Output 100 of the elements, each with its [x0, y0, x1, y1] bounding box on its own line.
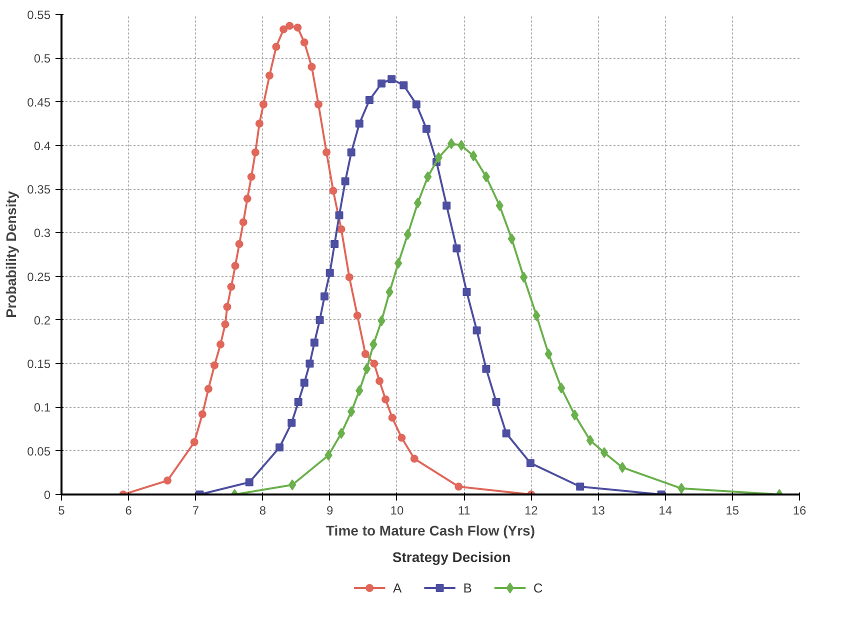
legend-label: C [533, 580, 543, 596]
point [255, 120, 264, 128]
point [306, 360, 314, 368]
point [557, 382, 566, 394]
y-tick-label: 0.5 [34, 52, 51, 66]
point [404, 228, 412, 240]
point [520, 272, 528, 283]
y-tick-label: 0.25 [27, 270, 51, 284]
point [288, 418, 296, 427]
point [288, 479, 296, 490]
point [414, 198, 422, 209]
point [314, 100, 322, 108]
point [398, 434, 406, 442]
y-tick-label: 0.3 [34, 226, 51, 240]
x-tick-label: 9 [326, 504, 334, 518]
point [265, 72, 274, 80]
point [164, 476, 172, 485]
point [235, 240, 244, 248]
point [245, 478, 254, 486]
point [454, 482, 463, 491]
point [570, 410, 579, 421]
point [300, 378, 308, 387]
point [300, 38, 308, 46]
point [329, 186, 338, 195]
point [337, 428, 346, 439]
y-tick-label: 0.45 [27, 95, 51, 110]
point [365, 96, 374, 104]
point [326, 268, 334, 277]
x-tick-label: 11 [458, 504, 471, 518]
point [294, 24, 302, 32]
legend-label: B [463, 580, 472, 596]
point [204, 384, 212, 393]
point [526, 459, 534, 468]
point [353, 312, 362, 320]
point [355, 120, 364, 128]
y-tick-label: 0.15 [27, 357, 51, 372]
x-tick-label: 12 [524, 504, 538, 518]
x-tick-label: 15 [726, 504, 740, 518]
y-tick-label: 0.35 [27, 182, 51, 197]
y-tick-label: 0.55 [27, 8, 51, 22]
point [394, 258, 402, 269]
point [412, 100, 420, 108]
point [223, 302, 232, 311]
point [335, 211, 344, 220]
x-tick-label: 5 [58, 504, 66, 518]
x-axis-title: Time to Mature Cash Flow (Yrs) [326, 522, 535, 538]
y-axis-title: Probability Density [3, 190, 20, 318]
point [221, 320, 230, 328]
point [382, 395, 390, 404]
point [492, 398, 500, 406]
x-tick-label: 16 [792, 504, 806, 518]
point [310, 338, 318, 347]
point [227, 282, 236, 291]
x-tick-label: 6 [125, 504, 132, 518]
point [330, 240, 339, 248]
point [276, 443, 284, 452]
point [502, 429, 510, 438]
point [400, 81, 408, 90]
point [378, 79, 386, 88]
point [337, 225, 346, 234]
y-tick-label: 0.2 [34, 313, 51, 328]
point [286, 22, 294, 30]
x-tick-label: 8 [259, 504, 266, 518]
point [452, 244, 461, 252]
point [482, 364, 490, 373]
legend-title: Strategy Decision [392, 549, 511, 565]
x-tick-label: 10 [390, 504, 404, 518]
y-tick-label: 0 [44, 488, 51, 502]
point [259, 100, 268, 108]
point [370, 360, 378, 368]
point [316, 316, 324, 324]
x-tick-label: 13 [592, 504, 606, 518]
point [210, 361, 218, 370]
point [410, 454, 418, 463]
point [376, 377, 384, 386]
point [422, 124, 430, 133]
point [243, 194, 252, 203]
point [576, 482, 584, 491]
y-tick-label: 0.4 [34, 138, 51, 153]
point [472, 326, 481, 334]
point [388, 75, 396, 84]
point [272, 42, 280, 51]
point [482, 171, 490, 182]
point [320, 292, 328, 300]
point [462, 288, 471, 296]
point [280, 25, 288, 34]
point [447, 138, 456, 150]
point [322, 148, 331, 156]
point [361, 350, 370, 358]
point [388, 414, 396, 422]
point [294, 398, 302, 406]
point [424, 171, 432, 182]
y-tick-label: 0.05 [27, 444, 51, 458]
point [508, 233, 516, 244]
point [231, 262, 240, 270]
point [308, 62, 316, 71]
point [600, 447, 608, 458]
x-tick-label: 14 [658, 504, 672, 518]
point [216, 340, 225, 348]
point [586, 434, 594, 446]
